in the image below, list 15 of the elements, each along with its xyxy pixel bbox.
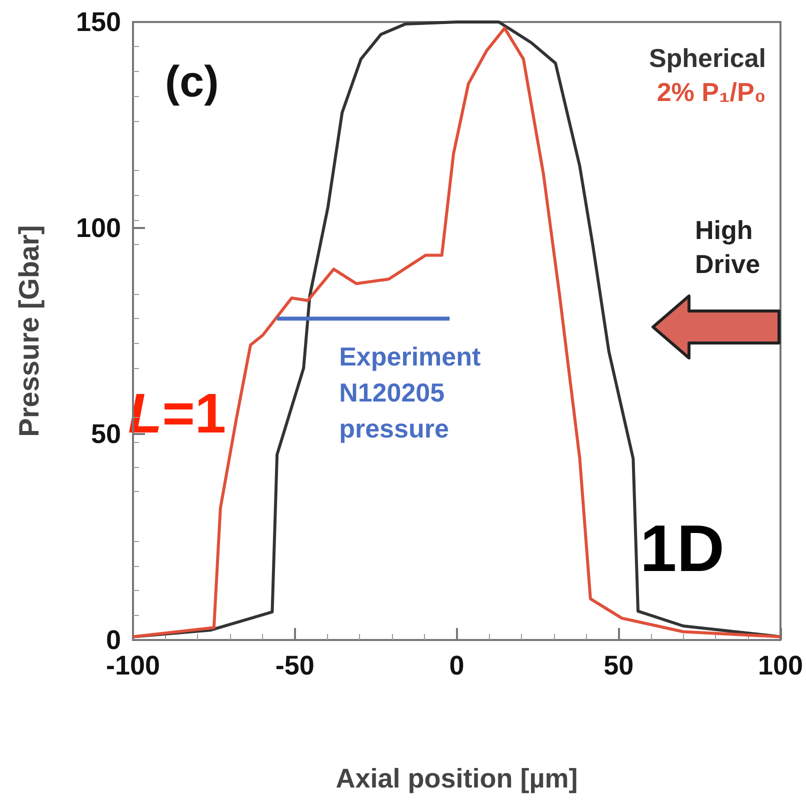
x-tick-label: 100: [758, 650, 804, 680]
x-tick-label: 50: [604, 650, 634, 680]
x-tick-label: 0: [449, 650, 464, 680]
text: 2% P₁/P₀: [656, 77, 766, 107]
annotation: (c): [165, 58, 219, 106]
annotation: 1D: [640, 511, 724, 585]
y-tick-label: 100: [76, 213, 121, 243]
x-tick-label: -50: [275, 650, 314, 680]
series-label: Experiment N120205 pressure: [339, 342, 488, 444]
y-tick-label: 150: [76, 7, 121, 37]
annotation: High Drive: [695, 215, 760, 279]
text: Spherical: [648, 43, 766, 73]
y-axis-title: Pressure [Gbar]: [14, 225, 44, 437]
x-axis-title: Axial position [µm]: [336, 764, 578, 794]
y-tick-label: 50: [90, 419, 121, 449]
